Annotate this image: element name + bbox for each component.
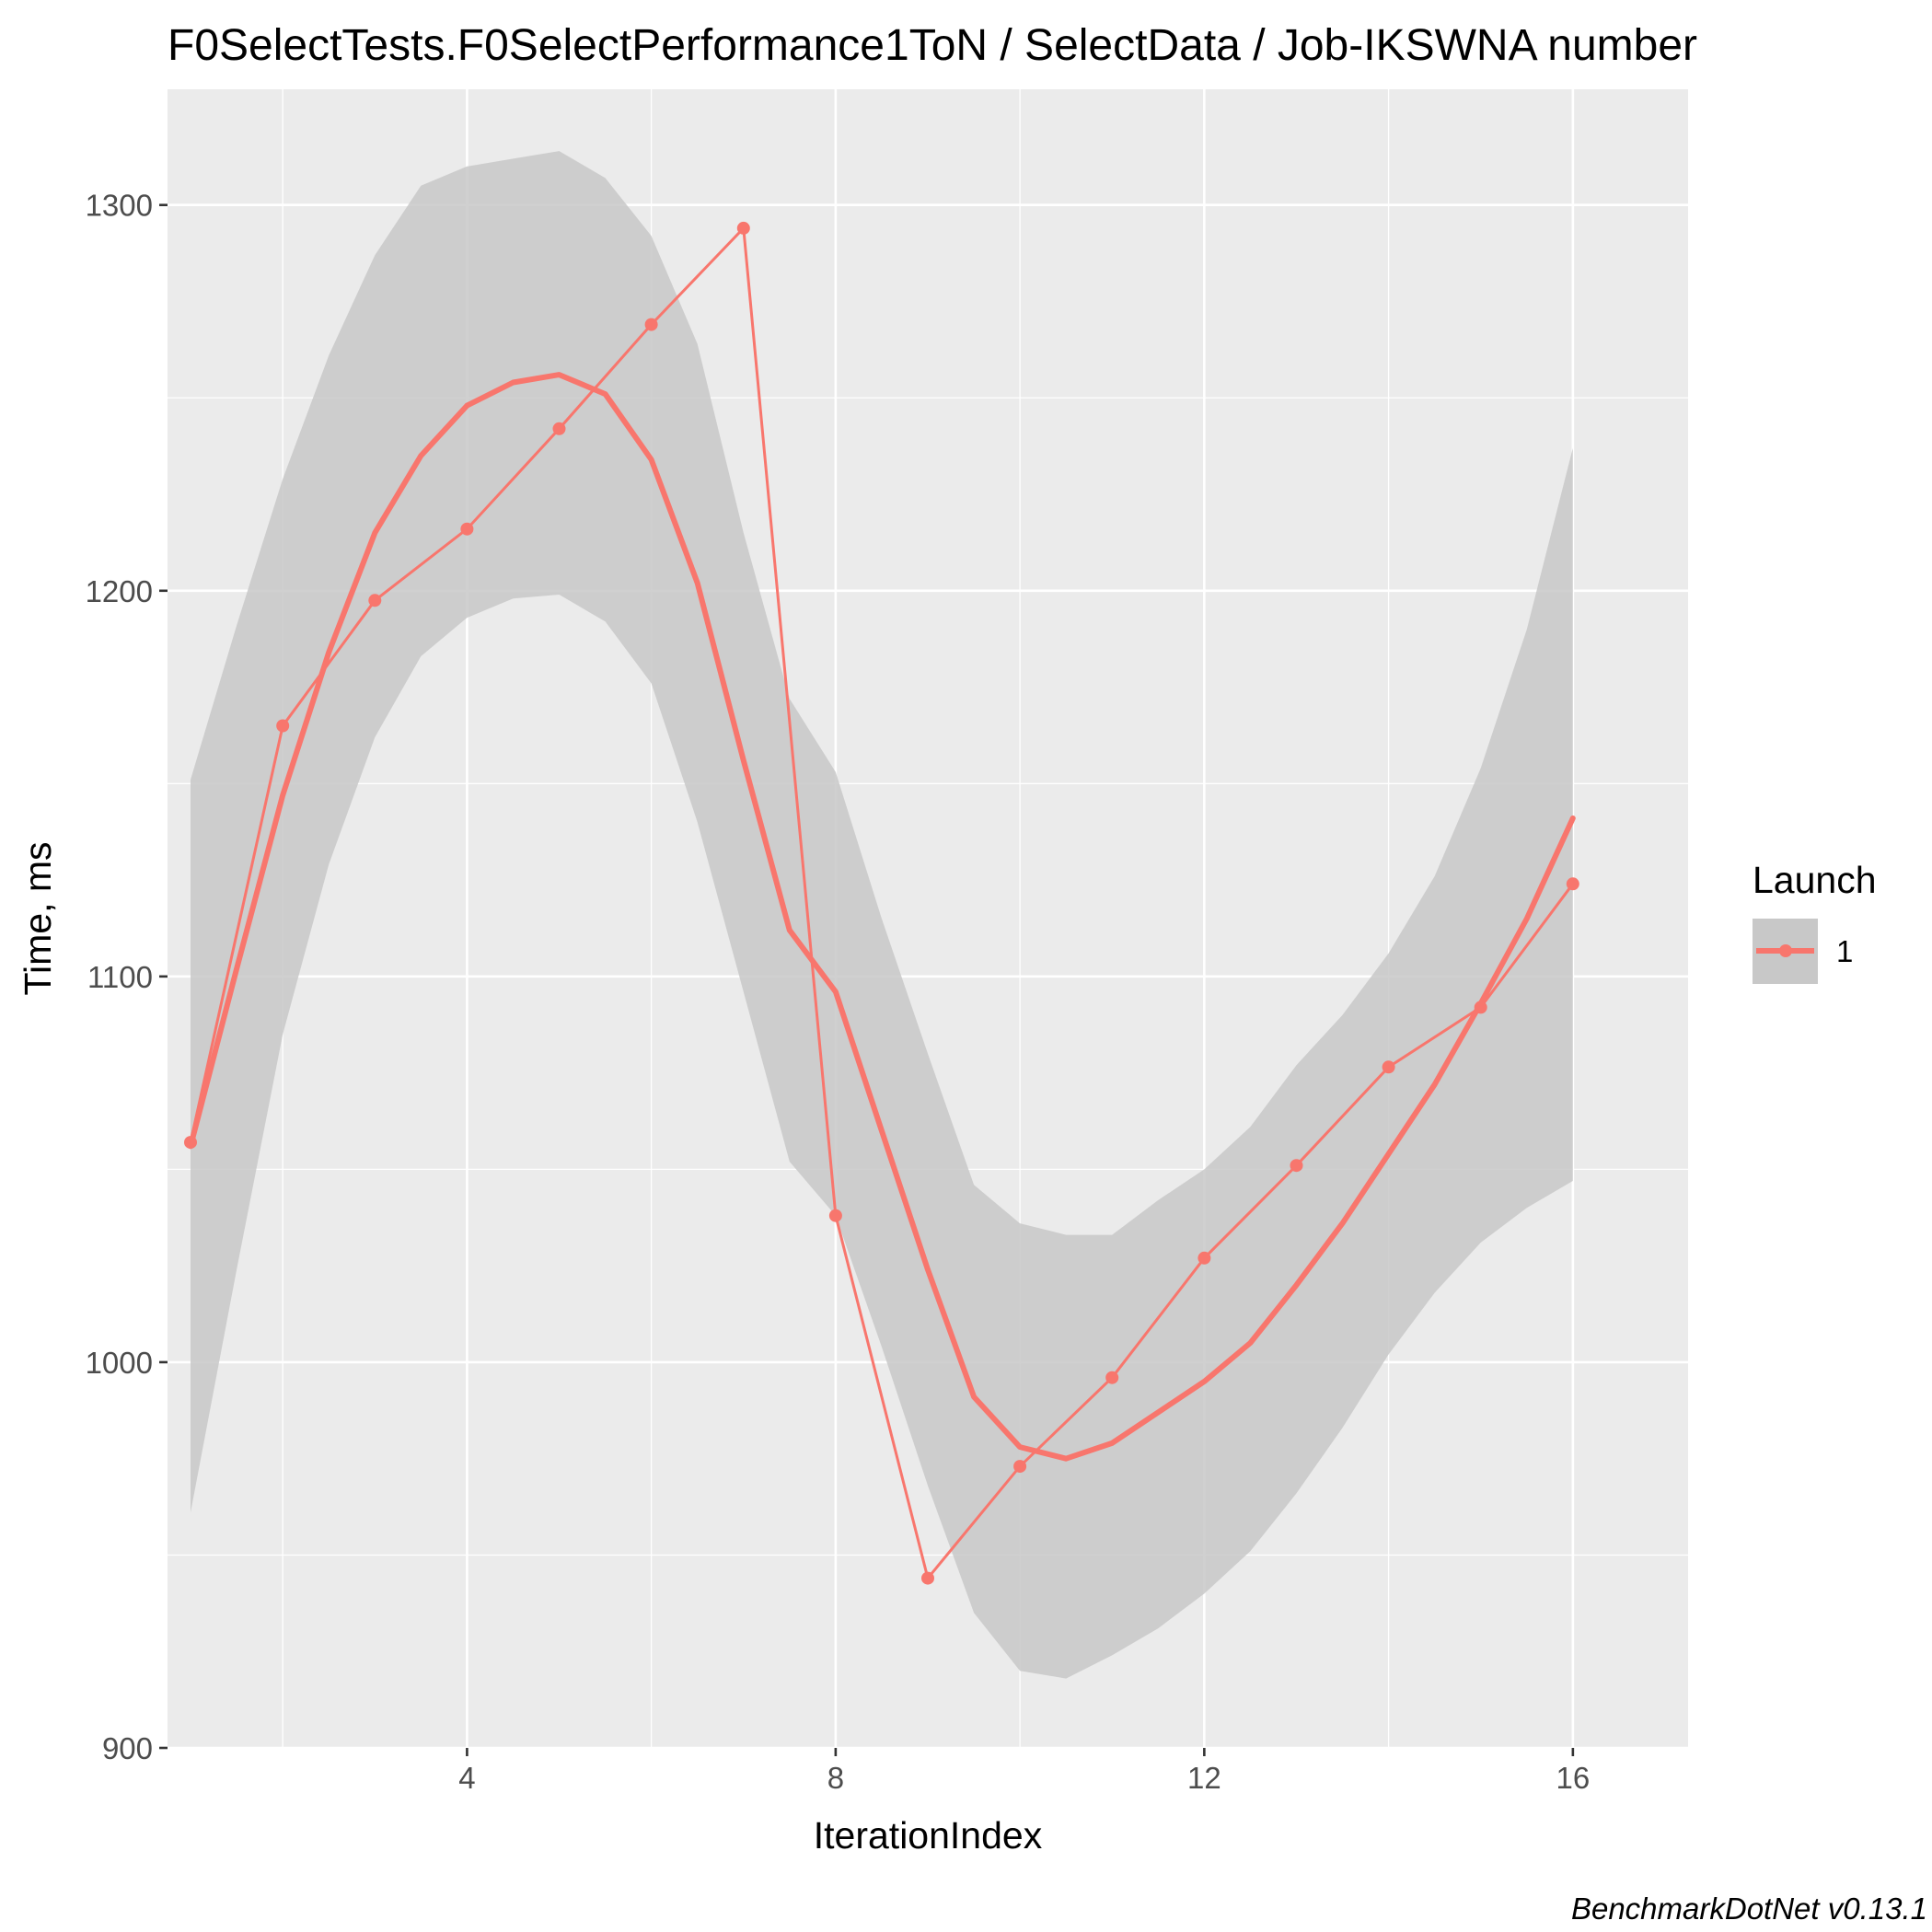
legend-key-point	[1779, 944, 1792, 957]
y-tick-label: 1000	[86, 1346, 153, 1380]
x-axis-ticks: 4 8 12 16	[458, 1748, 1590, 1795]
data-point	[644, 318, 658, 331]
data-point	[1197, 1251, 1211, 1265]
x-tick-label: 4	[458, 1761, 475, 1795]
y-tick-label: 1200	[86, 574, 153, 608]
data-point	[1290, 1159, 1303, 1173]
caption: BenchmarkDotNet v0.13.1	[1571, 1892, 1927, 1926]
confidence-band	[191, 151, 1573, 1679]
data-point	[184, 1136, 197, 1150]
x-tick-label: 16	[1556, 1761, 1590, 1795]
data-point	[1105, 1371, 1119, 1384]
legend-entry-label: 1	[1836, 934, 1853, 968]
data-point	[1382, 1060, 1395, 1074]
x-tick-label: 8	[827, 1761, 844, 1795]
y-tick-label: 1100	[87, 960, 153, 994]
y-axis-title: Time, ms	[17, 841, 59, 995]
data-point	[828, 1209, 842, 1222]
x-axis-title: IterationIndex	[814, 1814, 1043, 1857]
data-point	[921, 1571, 934, 1585]
data-point	[276, 719, 290, 733]
data-point	[368, 594, 382, 607]
x-tick-label: 12	[1187, 1761, 1221, 1795]
data-point	[1566, 877, 1579, 891]
y-axis-ticks: 900 1000 1100 1200 1300	[86, 189, 168, 1765]
data-line	[189, 225, 1575, 1581]
data-point	[552, 422, 566, 435]
legend: Launch 1	[1753, 859, 1877, 984]
y-tick-label: 1300	[86, 189, 153, 223]
data-point	[460, 522, 474, 536]
chart-title: F0SelectTests.F0SelectPerformance1ToN / …	[168, 21, 1697, 70]
data-points	[184, 221, 1579, 1585]
data-point	[1474, 1001, 1487, 1014]
smooth-line	[188, 372, 1576, 1462]
y-tick-label: 900	[102, 1731, 153, 1765]
legend-title: Launch	[1753, 859, 1877, 901]
data-point	[736, 221, 750, 235]
data-point	[1013, 1460, 1027, 1474]
